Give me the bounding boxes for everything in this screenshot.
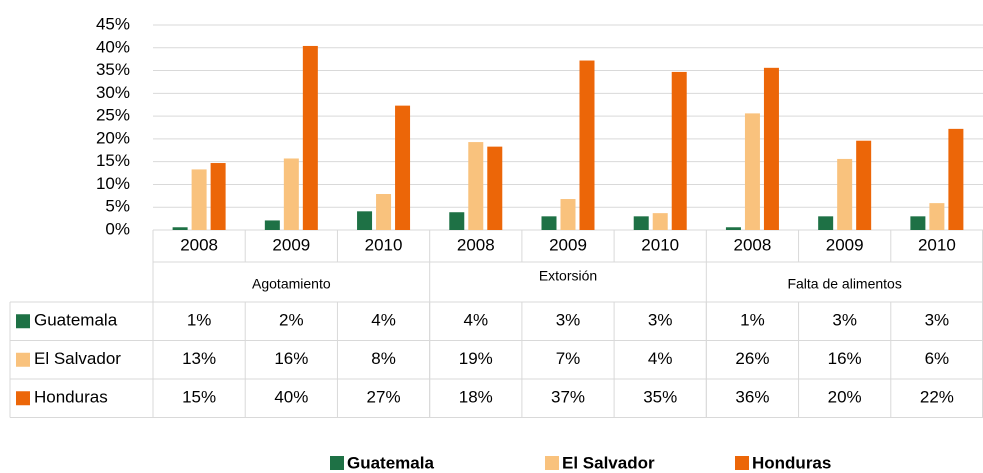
group-label: Agotamiento	[252, 276, 331, 292]
bar	[837, 158, 853, 230]
x-tick-label: 2010	[365, 235, 403, 254]
legend-label: Guatemala	[347, 453, 434, 472]
bar	[264, 220, 280, 230]
bar	[725, 227, 741, 230]
x-tick-label: 2008	[457, 235, 495, 254]
bar	[948, 128, 964, 230]
x-tick-label: 2009	[272, 235, 310, 254]
table-cell: 27%	[367, 388, 401, 407]
bar	[671, 71, 687, 230]
x-tick-label: 2008	[180, 235, 218, 254]
bar	[487, 146, 503, 230]
table-cell: 19%	[459, 349, 493, 368]
x-tick-label: 2009	[826, 235, 864, 254]
bar	[560, 199, 576, 230]
y-tick-label: 25%	[96, 106, 130, 125]
bar	[633, 216, 649, 230]
bar	[210, 163, 226, 230]
group-label: Falta de alimentos	[787, 276, 901, 292]
bar	[468, 142, 484, 230]
x-tick-label: 2010	[918, 235, 956, 254]
bar	[191, 169, 207, 230]
bar	[579, 60, 595, 231]
table-cell: 4%	[648, 349, 673, 368]
legend-key	[330, 456, 344, 470]
table-cell: 18%	[459, 388, 493, 407]
bar	[395, 105, 411, 230]
table-cell: 1%	[740, 311, 765, 330]
y-tick-label: 10%	[96, 174, 130, 193]
x-tick-label: 2008	[734, 235, 772, 254]
x-tick-label: 2009	[549, 235, 587, 254]
table-cell: 4%	[371, 311, 396, 330]
table-cell: 3%	[832, 311, 857, 330]
table-legend-key	[16, 352, 30, 367]
legend-label: Honduras	[752, 453, 831, 472]
y-tick-label: 20%	[96, 128, 130, 147]
table-cell: 15%	[182, 388, 216, 407]
table-cell: 3%	[925, 311, 950, 330]
y-tick-label: 15%	[96, 151, 130, 170]
bar	[302, 45, 318, 231]
table-cell: 37%	[551, 388, 585, 407]
bar	[763, 67, 779, 230]
bar	[283, 158, 299, 230]
bar	[541, 216, 557, 230]
table-cell: 16%	[828, 349, 862, 368]
table-cell: 2%	[279, 311, 304, 330]
bar	[357, 211, 373, 230]
table-cell: 3%	[556, 311, 581, 330]
table-cell: 4%	[463, 311, 488, 330]
bar	[818, 216, 834, 230]
table-cell: 22%	[920, 388, 954, 407]
table-cell: 1%	[187, 311, 212, 330]
bar	[172, 227, 188, 230]
table-cell: 13%	[182, 349, 216, 368]
y-tick-label: 35%	[96, 60, 130, 79]
x-tick-label: 2010	[641, 235, 679, 254]
y-tick-label: 40%	[96, 37, 130, 56]
y-tick-label: 5%	[105, 197, 130, 216]
bar	[856, 140, 872, 230]
table-cell: 3%	[648, 311, 673, 330]
bar	[449, 212, 465, 230]
y-tick-label: 30%	[96, 83, 130, 102]
table-cell: 36%	[735, 388, 769, 407]
table-cell: 7%	[556, 349, 581, 368]
table-row-header: Honduras	[34, 388, 108, 407]
table-cell: 40%	[274, 388, 308, 407]
table-cell: 6%	[925, 349, 950, 368]
group-label: Extorsión	[539, 268, 597, 284]
table-cell: 26%	[735, 349, 769, 368]
table-cell: 35%	[643, 388, 677, 407]
legend-key	[735, 456, 749, 470]
bar	[652, 213, 668, 230]
bar	[744, 113, 760, 230]
bar	[929, 203, 945, 230]
bar	[910, 216, 926, 230]
table-row-header: El Salvador	[34, 349, 121, 368]
table-legend-key	[16, 314, 30, 329]
table-cell: 16%	[274, 349, 308, 368]
y-tick-label: 45%	[96, 14, 130, 33]
bar	[376, 194, 392, 230]
table-cell: 20%	[828, 388, 862, 407]
table-legend-key	[16, 391, 30, 406]
legend-label: El Salvador	[562, 453, 655, 472]
table-cell: 8%	[371, 349, 396, 368]
table-row-header: Guatemala	[34, 311, 118, 330]
legend-key	[545, 456, 559, 470]
y-tick-label: 0%	[105, 219, 130, 238]
